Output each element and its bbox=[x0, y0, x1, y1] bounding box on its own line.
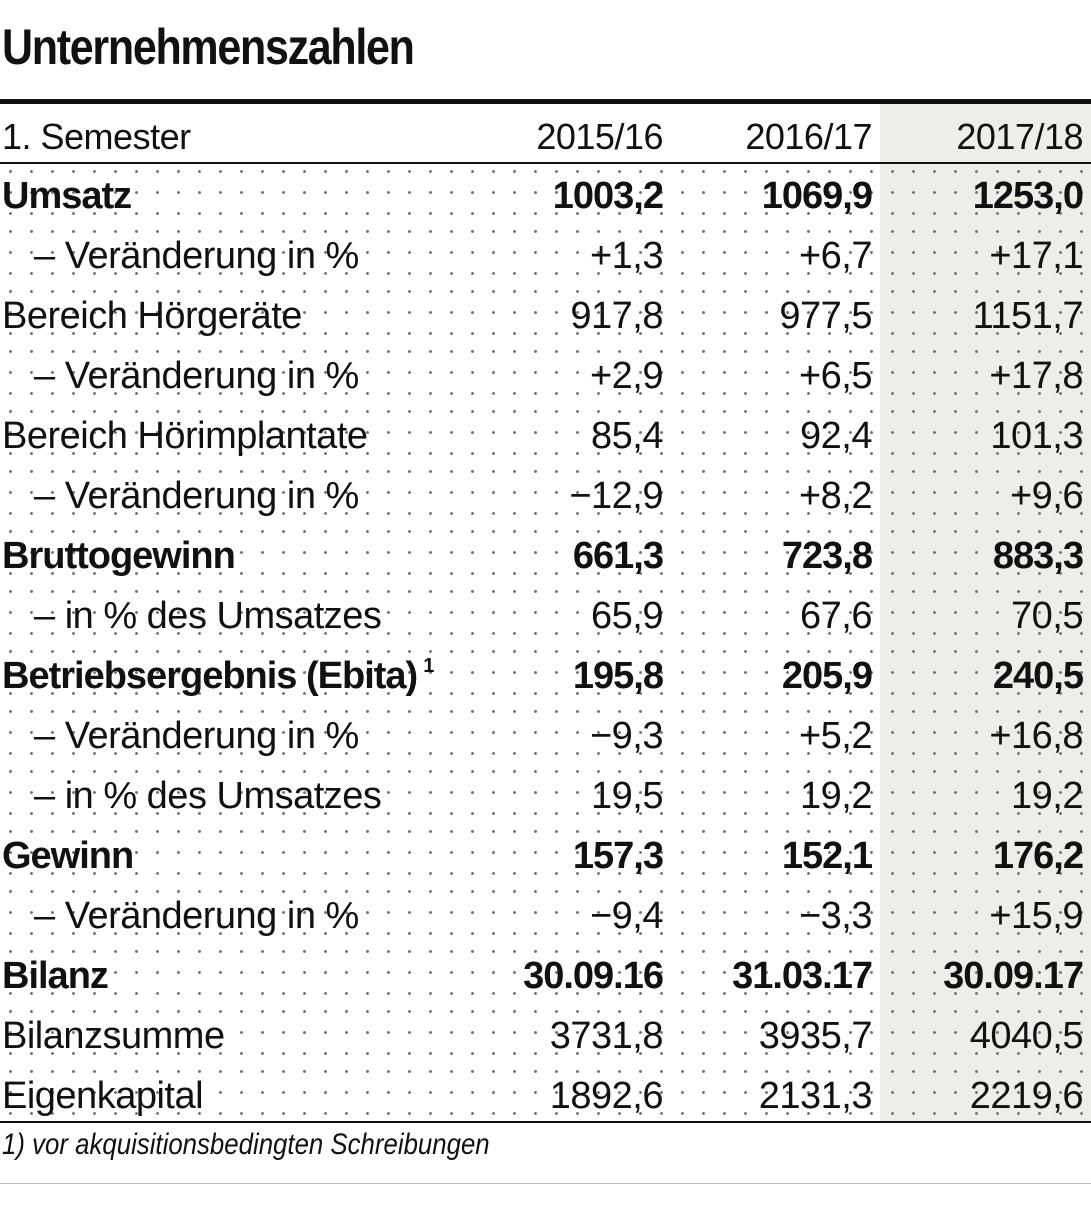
row-label: – Veränderung in % bbox=[34, 475, 359, 517]
row-label: Gewinn bbox=[2, 835, 134, 877]
row-value-2016-17: 67,6 bbox=[800, 595, 872, 637]
row-value-2016-17: +6,5 bbox=[798, 355, 873, 397]
row-value-2016-17: 2131,3 bbox=[758, 1075, 873, 1117]
row-label: – in % des Umsatzes bbox=[34, 775, 382, 817]
row-value-2017-18: 1151,7 bbox=[972, 295, 1084, 337]
header-col-2015-16: 2015/16 bbox=[536, 116, 663, 157]
table-row: – Veränderung in % +1,3 +6,7 +17,1 bbox=[0, 224, 1091, 284]
row-value-2015-16: 1892,6 bbox=[549, 1075, 664, 1117]
row-value-2017-18: 4040,5 bbox=[969, 1015, 1084, 1057]
row-value-2015-16: 3731,8 bbox=[549, 1015, 664, 1057]
row-value-2016-17: 977,5 bbox=[779, 295, 872, 337]
row-value-2015-16: −9,3 bbox=[589, 715, 664, 757]
row-value-2017-18: 19,2 bbox=[1011, 775, 1083, 817]
row-label: – in % des Umsatzes bbox=[34, 595, 382, 637]
table-row: – Veränderung in % −9,3 +5,2 +16,8 bbox=[0, 704, 1091, 764]
row-label: Umsatz bbox=[2, 175, 132, 217]
row-label: – Veränderung in % bbox=[34, 355, 359, 397]
row-label: Bilanz bbox=[2, 955, 109, 997]
row-value-2016-17: 723,8 bbox=[781, 535, 873, 577]
table-row: – in % des Umsatzes 19,5 19,2 19,2 bbox=[0, 764, 1091, 824]
table-row-gewinn: Gewinn 157,3 152,1 176,2 bbox=[0, 824, 1091, 884]
row-value-2015-16: 195,8 bbox=[572, 655, 664, 697]
row-label: Bilanzsumme bbox=[2, 1015, 225, 1057]
row-value-2017-18: +17,8 bbox=[989, 355, 1083, 397]
table-row-bilanz: Bilanz 30.09.16 31.03.17 30.09.17 bbox=[0, 944, 1091, 1004]
table-row-umsatz: Umsatz 1003,2 1069,9 1253,0 bbox=[0, 164, 1091, 224]
row-label: – Veränderung in % bbox=[34, 715, 359, 757]
table-row: Bereich Hörimplantate 85,4 92,4 101,3 bbox=[0, 404, 1091, 464]
table-row: – in % des Umsatzes 65,9 67,6 70,5 bbox=[0, 584, 1091, 644]
row-value-2016-17: 3935,7 bbox=[758, 1015, 873, 1057]
end-divider bbox=[0, 1183, 1091, 1184]
row-value-2015-16: 157,3 bbox=[572, 835, 664, 877]
row-value-2015-16: 917,8 bbox=[570, 295, 663, 337]
footnote-marker: 1 bbox=[423, 655, 434, 677]
row-value-2017-18: 30.09.17 bbox=[943, 955, 1084, 997]
row-value-2016-17: 1069,9 bbox=[761, 175, 873, 217]
row-value-2015-16: −9,4 bbox=[589, 895, 664, 937]
table-row: Bereich Hörgeräte 917,8 977,5 1151,7 bbox=[0, 284, 1091, 344]
table-row-bruttogewinn: Bruttogewinn 661,3 723,8 883,3 bbox=[0, 524, 1091, 584]
header-period-label: 1. Semester bbox=[2, 116, 191, 157]
table-row: Bilanzsumme 3731,8 3935,7 4040,5 bbox=[0, 1004, 1091, 1064]
row-value-2016-17: 152,1 bbox=[781, 835, 873, 877]
row-value-2016-17: +8,2 bbox=[798, 475, 873, 517]
row-label: Eigenkapital bbox=[2, 1075, 204, 1117]
footnote: 1) vor akquisitionsbedingten Schreibunge… bbox=[2, 1128, 490, 1161]
row-value-2017-18: 70,5 bbox=[1011, 595, 1083, 637]
row-value-2016-17: +6,7 bbox=[798, 235, 873, 277]
row-value-2015-16: 30.09.16 bbox=[523, 955, 664, 997]
table-row: – Veränderung in % +2,9 +6,5 +17,8 bbox=[0, 344, 1091, 404]
page-title: Unternehmenszahlen bbox=[2, 19, 415, 75]
row-value-2017-18: +17,1 bbox=[989, 235, 1083, 277]
row-value-2017-18: 883,3 bbox=[992, 535, 1084, 577]
row-label: – Veränderung in % bbox=[34, 895, 359, 937]
row-value-2016-17: 19,2 bbox=[800, 775, 872, 817]
row-label: Betriebsergebnis (Ebita) 1 bbox=[2, 655, 434, 698]
figures-table: 1. Semester 2015/16 2016/17 2017/18 Umsa… bbox=[0, 104, 1091, 1124]
row-value-2015-16: 85,4 bbox=[591, 415, 663, 457]
table-row: – Veränderung in % −9,4 −3,3 +15,9 bbox=[0, 884, 1091, 944]
row-value-2016-17: −3,3 bbox=[798, 895, 873, 937]
row-value-2017-18: 176,2 bbox=[992, 835, 1084, 877]
row-label: Bruttogewinn bbox=[2, 535, 236, 577]
table-row-betriebsergebnis: Betriebsergebnis (Ebita) 1 195,8 205,9 24… bbox=[0, 644, 1091, 704]
table-row: Eigenkapital 1892,6 2131,3 2219,6 bbox=[0, 1064, 1091, 1124]
row-value-2017-18: +15,9 bbox=[989, 895, 1083, 937]
header-col-2017-18: 2017/18 bbox=[956, 116, 1083, 157]
row-label: Bereich Hörgeräte bbox=[2, 295, 302, 337]
row-value-2017-18: +9,6 bbox=[1009, 475, 1084, 517]
row-value-2017-18: +16,8 bbox=[989, 715, 1083, 757]
row-value-2017-18: 1253,0 bbox=[972, 175, 1084, 217]
row-value-2016-17: +5,2 bbox=[798, 715, 873, 757]
table-row: – Veränderung in % −12,9 +8,2 +9,6 bbox=[0, 464, 1091, 524]
row-value-2015-16: 1003,2 bbox=[552, 175, 664, 217]
row-value-2016-17: 31.03.17 bbox=[732, 955, 873, 997]
row-value-2017-18: 240,5 bbox=[992, 655, 1084, 697]
row-value-2015-16: 661,3 bbox=[572, 535, 664, 577]
row-value-2015-16: 19,5 bbox=[591, 775, 663, 817]
row-value-2015-16: +1,3 bbox=[589, 235, 664, 277]
title-divider bbox=[0, 99, 1091, 104]
row-value-2017-18: 2219,6 bbox=[969, 1075, 1084, 1117]
row-value-2016-17: 205,9 bbox=[781, 655, 873, 697]
row-value-2016-17: 92,4 bbox=[800, 415, 872, 457]
table-header-row: 1. Semester 2015/16 2016/17 2017/18 bbox=[0, 104, 1091, 164]
row-label: Bereich Hörimplantate bbox=[2, 415, 368, 457]
row-value-2015-16: 65,9 bbox=[591, 595, 663, 637]
row-value-2017-18: 101,3 bbox=[990, 415, 1083, 457]
row-label: – Veränderung in % bbox=[34, 235, 359, 277]
header-col-2016-17: 2016/17 bbox=[745, 116, 872, 157]
row-value-2015-16: +2,9 bbox=[589, 355, 664, 397]
row-value-2015-16: −12,9 bbox=[569, 475, 663, 517]
row-label-text: Betriebsergebnis (Ebita) bbox=[2, 655, 418, 697]
table-bottom-divider bbox=[0, 1121, 1091, 1123]
